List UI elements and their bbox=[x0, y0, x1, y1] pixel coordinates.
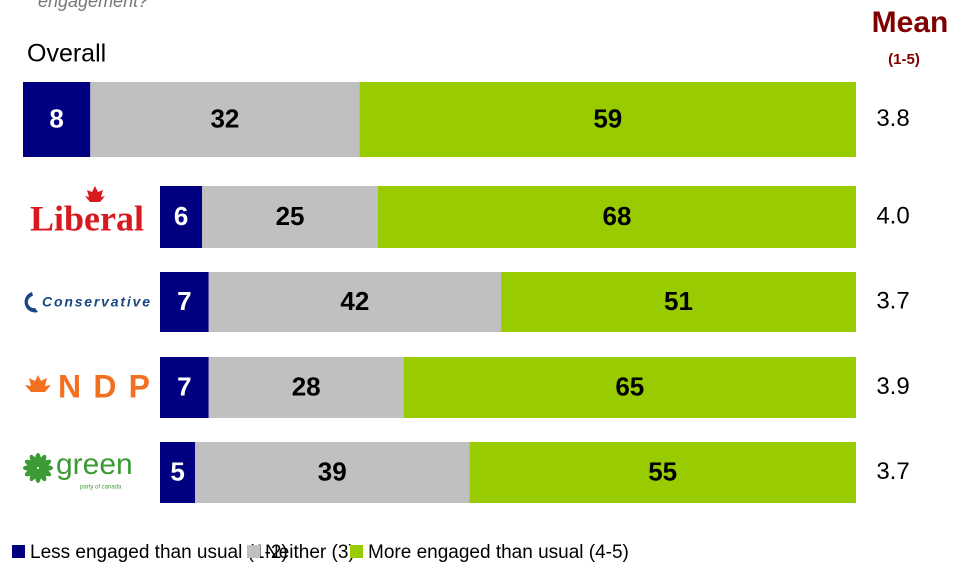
logo-ndp: NDP bbox=[58, 368, 150, 404]
value-label: 5 bbox=[170, 456, 184, 486]
logo-conservative: Conservative bbox=[42, 294, 150, 310]
value-label: 32 bbox=[210, 103, 239, 133]
legend-label: Less engaged than usual (1-2) bbox=[30, 542, 288, 563]
bar-segment bbox=[160, 272, 209, 332]
value-label: 59 bbox=[593, 103, 622, 133]
value-label: 51 bbox=[664, 286, 693, 316]
mean-label: 4.0 bbox=[876, 202, 909, 229]
bar-segment bbox=[90, 82, 360, 157]
value-label: 55 bbox=[648, 456, 677, 486]
mean-label: 3.7 bbox=[876, 458, 909, 485]
value-label: 65 bbox=[615, 371, 644, 401]
bar-segment bbox=[160, 442, 196, 503]
bar-segment bbox=[160, 357, 209, 418]
mean-label: 3.7 bbox=[876, 287, 909, 314]
subtitle: engagement? bbox=[38, 0, 148, 11]
petal bbox=[38, 467, 52, 477]
legend-label: Neither (3) bbox=[265, 542, 355, 563]
legend-label: More engaged than usual (4-5) bbox=[368, 542, 629, 563]
mean-label: 3.8 bbox=[876, 105, 909, 132]
legend-swatch bbox=[12, 545, 25, 558]
logo-tagline: party of canada bbox=[80, 485, 122, 491]
bar-segment bbox=[359, 82, 856, 157]
mean-subtitle: (1-5) bbox=[888, 51, 920, 68]
value-label: 28 bbox=[292, 371, 321, 401]
value-label: 6 bbox=[174, 201, 188, 231]
legend-swatch bbox=[350, 545, 363, 558]
value-label: 8 bbox=[49, 103, 63, 133]
logo-c bbox=[24, 292, 38, 313]
category-label: Overall bbox=[27, 40, 106, 68]
bar-segment bbox=[160, 186, 203, 248]
mean-title: Mean bbox=[872, 6, 949, 39]
petal bbox=[37, 454, 47, 468]
bar-segment bbox=[469, 442, 856, 503]
bar-segment bbox=[208, 272, 502, 332]
mean-label: 3.9 bbox=[876, 373, 909, 400]
bar-segment bbox=[208, 357, 404, 418]
legend-swatch bbox=[247, 545, 260, 558]
bar-segment bbox=[377, 186, 856, 248]
bar-segment bbox=[195, 442, 470, 503]
logo-liberal: Liberal bbox=[30, 198, 144, 238]
petal bbox=[29, 468, 39, 482]
bar-segment bbox=[501, 272, 856, 332]
logo-flower bbox=[23, 453, 53, 483]
petal bbox=[24, 459, 38, 469]
logo-leaf bbox=[85, 186, 105, 202]
value-label: 39 bbox=[318, 456, 347, 486]
value-label: 42 bbox=[340, 286, 369, 316]
value-label: 7 bbox=[177, 371, 191, 401]
value-label: 25 bbox=[276, 201, 305, 231]
petal bbox=[29, 454, 39, 468]
logo-green: green bbox=[56, 448, 133, 481]
bar-segment bbox=[202, 186, 378, 248]
value-label: 7 bbox=[177, 286, 191, 316]
logo-leaf bbox=[25, 375, 51, 392]
value-label: 68 bbox=[603, 201, 632, 231]
bar-segment bbox=[403, 357, 856, 418]
bar-segment bbox=[23, 82, 91, 157]
